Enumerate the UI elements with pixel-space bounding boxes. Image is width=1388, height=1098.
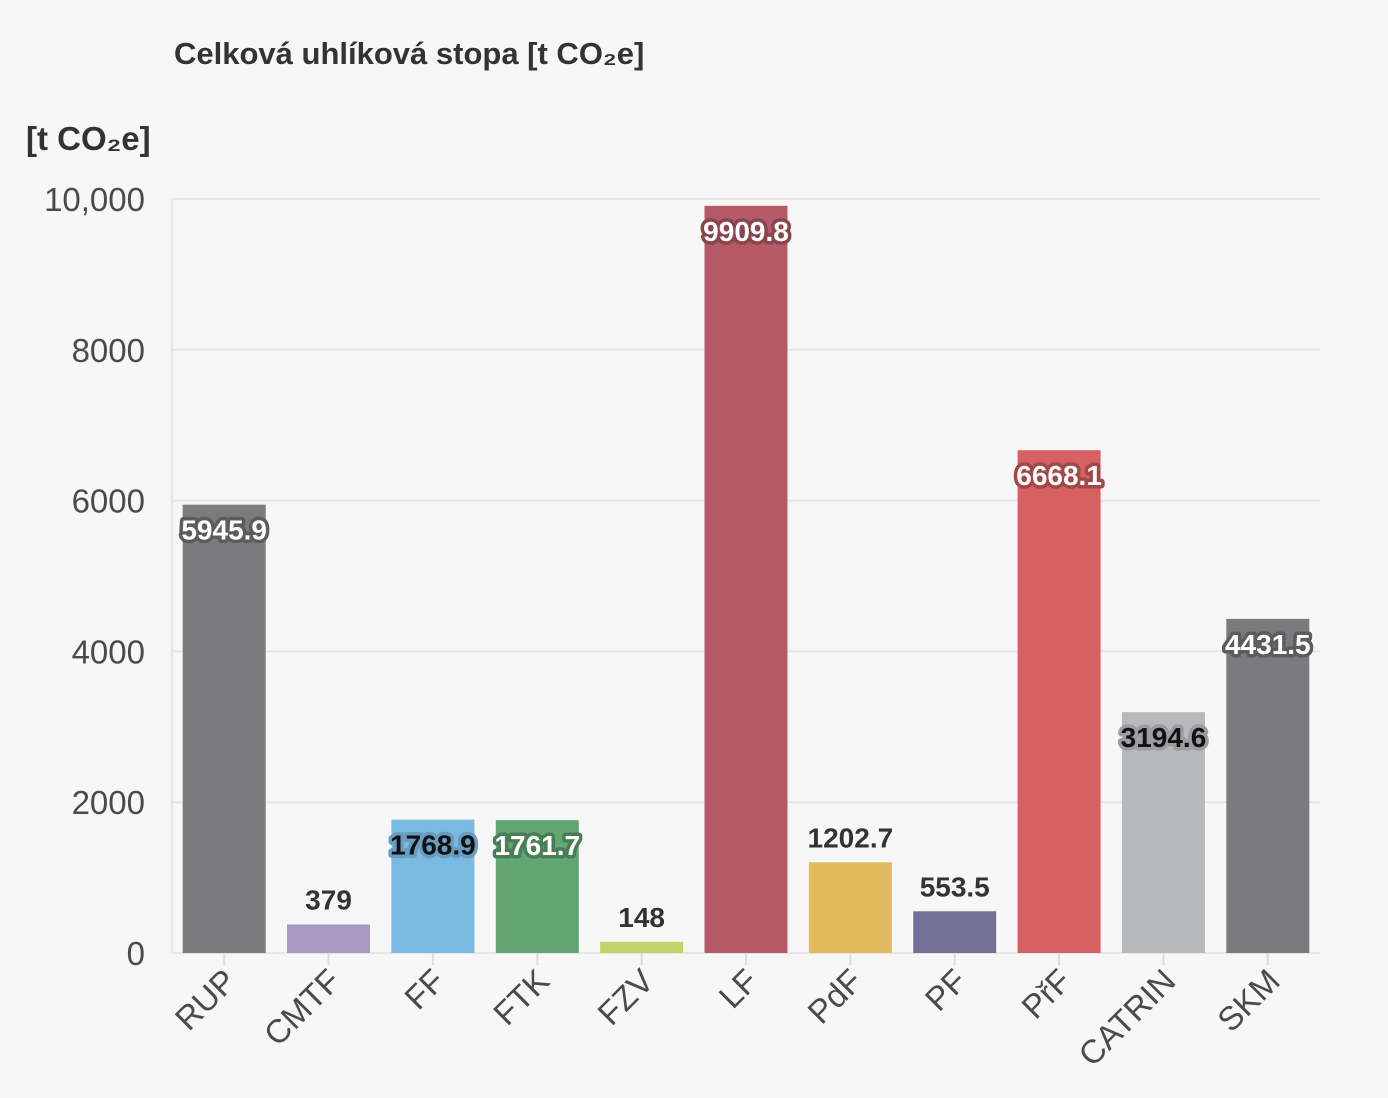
bar-ftk bbox=[495, 820, 579, 953]
x-tick-label: PF bbox=[918, 962, 974, 1018]
bars bbox=[182, 205, 1310, 953]
data-label: 4431.5 bbox=[1225, 629, 1311, 660]
x-tick-label: CATRIN bbox=[1071, 962, 1182, 1073]
bar-lf bbox=[704, 205, 788, 953]
bar-fzv bbox=[600, 941, 684, 953]
x-tick-label: RUP bbox=[168, 962, 243, 1037]
bar-rup bbox=[182, 504, 266, 953]
x-tick-label: CMTF bbox=[257, 962, 348, 1053]
bar-přf bbox=[1017, 450, 1101, 953]
y-tick-label: 2000 bbox=[72, 784, 145, 821]
x-tick-label: FTK bbox=[486, 962, 556, 1032]
data-label: 1768.9 bbox=[390, 830, 476, 861]
data-label: 9909.8 bbox=[703, 216, 789, 247]
data-label: 1202.7 bbox=[808, 822, 894, 853]
x-tick-label: PřF bbox=[1014, 962, 1078, 1026]
y-tick-label: 10,000 bbox=[44, 181, 145, 218]
x-tick-label: FF bbox=[397, 962, 452, 1017]
bar-catrin bbox=[1121, 712, 1205, 953]
data-label: 1761.7 bbox=[494, 830, 580, 861]
y-tick-label: 6000 bbox=[72, 483, 145, 520]
data-labels: 5945.9 379 1768.9 1761.7 148 9909.8 1202.7 553.… bbox=[178, 212, 1314, 933]
chart-title: Celková uhlíková stopa [t CO₂e] bbox=[174, 36, 645, 71]
y-axis-label: [t CO₂e] bbox=[26, 120, 151, 157]
data-label: 5945.9 bbox=[181, 515, 267, 546]
y-tick-label: 0 bbox=[127, 935, 145, 972]
x-tick-label: LF bbox=[712, 962, 765, 1015]
data-label: 148 bbox=[618, 902, 665, 933]
y-tick-label: 4000 bbox=[72, 633, 145, 670]
data-label: 379 bbox=[305, 884, 352, 915]
x-tick-label: SKM bbox=[1210, 962, 1287, 1039]
x-tick-label: PdF bbox=[800, 962, 869, 1031]
y-tick-label: 8000 bbox=[72, 332, 145, 369]
data-label: 553.5 bbox=[920, 871, 990, 902]
y-axis-ticks: 0 2000 4000 6000 8000 10,000 bbox=[44, 181, 145, 972]
data-label: 6668.1 bbox=[1016, 460, 1102, 491]
x-tick-label: FZV bbox=[590, 962, 660, 1032]
bar-cmtf bbox=[287, 924, 371, 953]
data-label: 3194.6 bbox=[1121, 722, 1207, 753]
bar-pf bbox=[913, 911, 997, 953]
bar-skm bbox=[1226, 618, 1310, 953]
bar-ff bbox=[391, 819, 475, 953]
bar-pdf bbox=[808, 862, 892, 953]
